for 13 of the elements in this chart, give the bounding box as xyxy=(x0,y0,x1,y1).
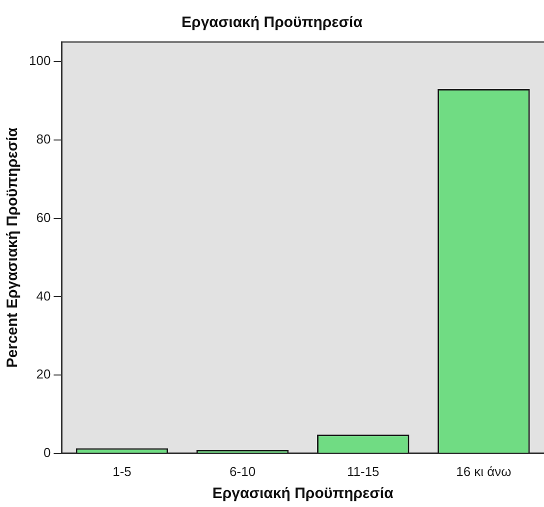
y-axis-title: Percent Εργασιακή Προϋπηρεσία xyxy=(4,126,22,368)
chart-title: Εργασιακή Προϋπηρεσία xyxy=(182,14,364,32)
y-tick-label: 100 xyxy=(28,53,51,68)
x-tick-label: 1-5 xyxy=(112,464,132,479)
x-axis-title: Εργασιακή Προϋπηρεσία xyxy=(212,485,394,502)
y-tick-label: 0 xyxy=(43,444,51,460)
y-tick-label: 60 xyxy=(36,210,51,225)
x-tick-label: 11-15 xyxy=(346,464,380,479)
y-tick-label: 40 xyxy=(36,288,51,304)
y-tick-label: 20 xyxy=(36,366,51,382)
y-tick-label: 80 xyxy=(36,132,51,147)
x-tick-label: 6-10 xyxy=(230,464,256,479)
x-tick-label: 16 κι άνω xyxy=(456,464,512,479)
